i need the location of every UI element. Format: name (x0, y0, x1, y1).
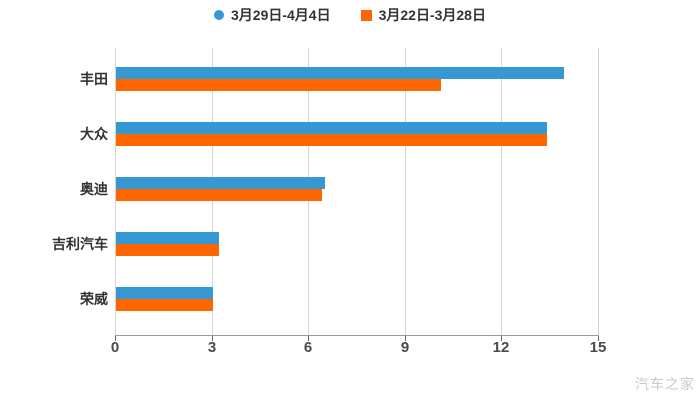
bar-大众-series0[interactable] (116, 122, 547, 134)
bar-吉利汽车-series1[interactable] (116, 244, 219, 256)
y-category-label: 奥迪 (80, 181, 108, 197)
y-category-label: 荣威 (80, 291, 108, 307)
bar-大众-series1[interactable] (116, 134, 547, 146)
x-tick-label: 15 (589, 339, 607, 356)
bar-奥迪-series0[interactable] (116, 177, 325, 189)
x-tick-label: 6 (303, 339, 313, 356)
y-category-label: 吉利汽车 (52, 236, 108, 252)
plot-area (115, 48, 599, 341)
legend-item-0[interactable]: 3月29日-4月4日 (214, 7, 331, 23)
axis-tick (501, 336, 502, 341)
bar-荣威-series0[interactable] (116, 287, 213, 299)
bar-荣威-series1[interactable] (116, 299, 213, 311)
x-tick-label: 12 (492, 339, 510, 356)
y-category-label: 丰田 (80, 71, 108, 87)
bar-丰田-series0[interactable] (116, 67, 564, 79)
x-axis-line (115, 335, 599, 336)
gridline (115, 48, 116, 335)
y-category-label: 大众 (80, 126, 108, 142)
legend-item-1[interactable]: 3月22日-3月28日 (360, 7, 486, 23)
x-tick-label: 9 (400, 339, 410, 356)
legend-square-marker (360, 9, 372, 21)
axis-tick (598, 336, 599, 341)
watermark: 汽车之家 (635, 376, 695, 392)
legend-label: 3月22日-3月28日 (378, 7, 486, 23)
legend: 3月29日-4月4日 3月22日-3月28日 (0, 5, 700, 25)
axis-tick (405, 336, 406, 341)
bar-吉利汽车-series0[interactable] (116, 232, 219, 244)
x-tick-label: 3 (207, 339, 217, 356)
gridline (598, 48, 599, 335)
axis-tick (308, 336, 309, 341)
axis-tick (115, 336, 116, 341)
legend-label: 3月29日-4月4日 (231, 7, 331, 23)
bar-丰田-series1[interactable] (116, 79, 441, 91)
gridline (501, 48, 502, 335)
x-tick-label: 0 (110, 339, 120, 356)
gridline (405, 48, 406, 335)
axis-tick (212, 336, 213, 341)
legend-circle-marker (214, 10, 224, 20)
bar-奥迪-series1[interactable] (116, 189, 322, 201)
